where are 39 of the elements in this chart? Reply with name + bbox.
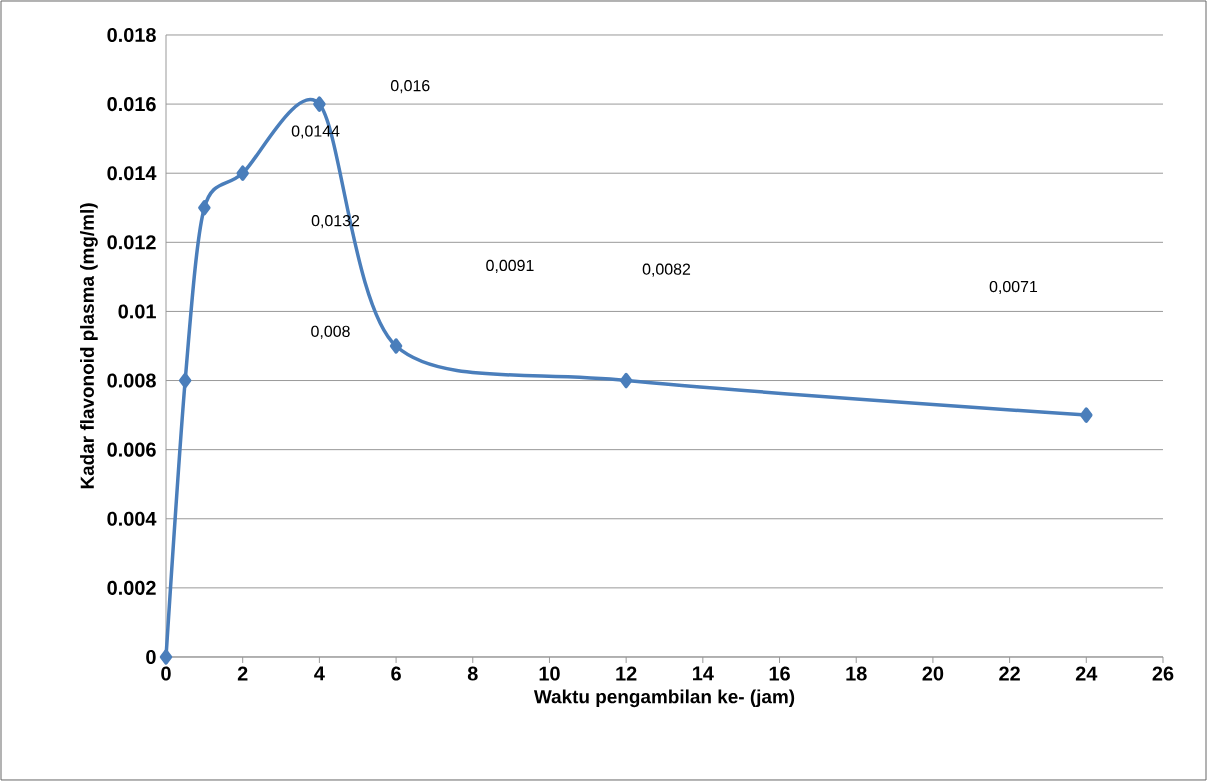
x-tick-label: 12	[616, 666, 637, 681]
point	[313, 96, 326, 112]
y-tick-label: 0.002	[107, 580, 156, 595]
annotation: 0,016	[390, 80, 430, 94]
y-axis-title: Kadar flavonoid plasma (mg/ml)	[80, 203, 98, 489]
y-tick-label: 0.01	[118, 304, 156, 319]
y-tick-label: 0.014	[107, 166, 157, 181]
y-tick-label: 0.004	[107, 511, 157, 526]
y-tick-label: 0.012	[107, 235, 156, 250]
annotation: 0,008	[311, 325, 350, 339]
point	[178, 372, 192, 389]
point	[198, 200, 211, 216]
x-tick-label: 26	[1152, 666, 1174, 681]
y-tick-label: 0	[146, 649, 156, 665]
point	[619, 372, 633, 389]
x-tick-label: 10	[539, 666, 560, 681]
point	[389, 338, 403, 354]
x-tick-label: 14	[693, 666, 714, 681]
y-tick-label: 0.006	[107, 442, 156, 457]
point	[236, 165, 249, 181]
x-tick-label: 22	[999, 666, 1020, 681]
y-tick-label: 0.008	[107, 373, 156, 388]
y-tick-label: 0.016	[107, 97, 156, 112]
point	[1080, 407, 1093, 423]
x-tick-label: 2	[237, 666, 248, 681]
point	[159, 649, 173, 665]
x-tick-label: 6	[391, 666, 401, 681]
y-tick-label: 0.018	[107, 27, 156, 43]
x-tick-label: 4	[314, 666, 325, 681]
x-axis-title: Waktu pengambilan ke- (jam)	[533, 689, 795, 708]
annotation: 0,0091	[486, 259, 534, 273]
x-tick-label: 16	[769, 666, 790, 681]
x-tick-label: 20	[922, 666, 944, 681]
x-tick-label: 0	[161, 666, 171, 681]
x-tick-label: 18	[846, 666, 867, 681]
x-tick-label: 24	[1075, 666, 1098, 681]
annotation: 0,0071	[989, 280, 1038, 295]
annotation: 0,0082	[642, 263, 691, 277]
x-tick-label: 8	[467, 666, 478, 681]
